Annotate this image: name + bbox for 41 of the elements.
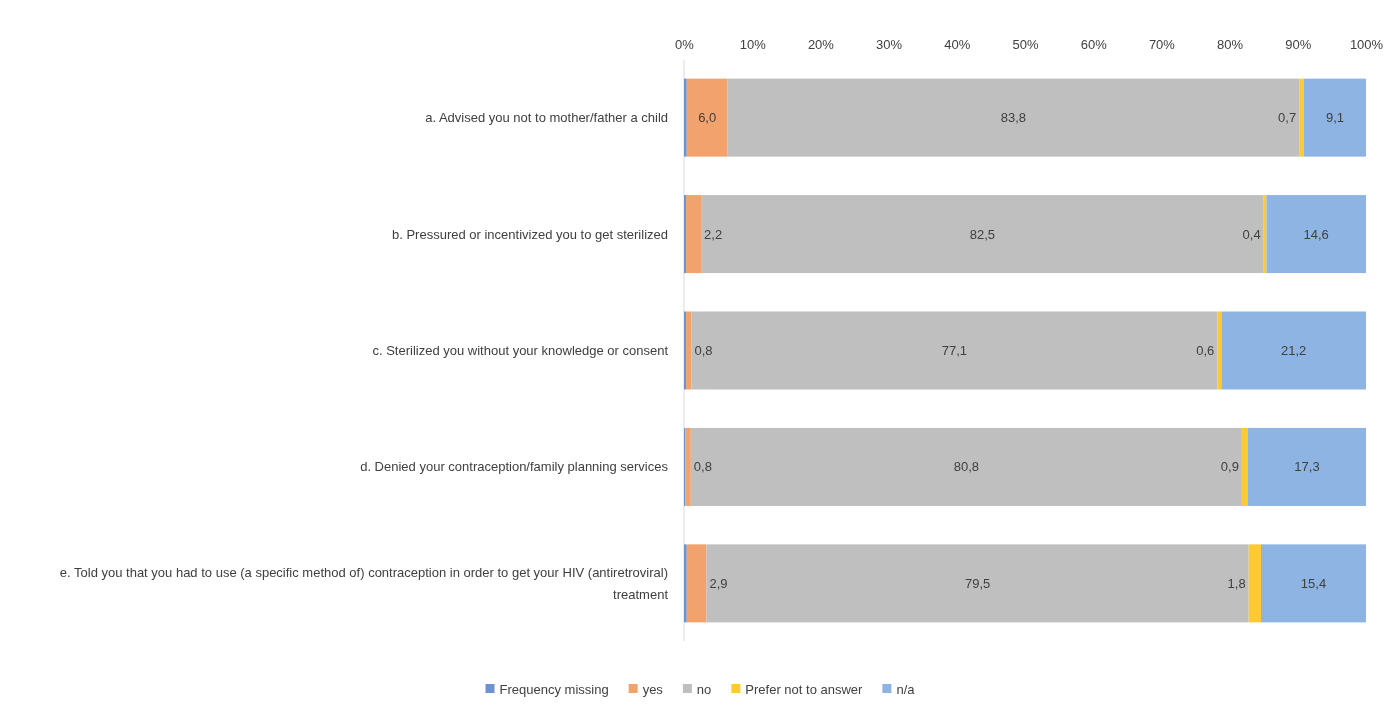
data-label: 17,3 [1294,459,1320,475]
legend-label: yes [642,681,664,697]
legend-label: Prefer not to answer [745,681,864,697]
data-label: 83,8 [1000,110,1027,126]
data-label: 0,6 [1196,343,1215,359]
data-label: 6,0 [698,110,717,126]
data-label: 2,2 [704,226,723,242]
data-label: 9,1 [1325,110,1345,126]
legend-label: n/a [896,681,916,697]
x-tick-label: 90% [1285,37,1312,52]
x-tick-label: 60% [1080,37,1108,52]
y-tick-label: d. Denied your contraception/family planning services [360,459,669,475]
data-label: 15,4 [1300,575,1327,591]
data-label: 80,8 [953,459,979,475]
data-label: 1,8 [1227,575,1246,591]
legend-label: Frequency missing [499,681,609,697]
data-label: 79,5 [964,575,991,591]
data-label: 0,8 [694,343,713,359]
x-tick-label: 40% [944,37,971,52]
x-tick-label: 100% [1349,37,1384,52]
legend-label: no [696,681,712,697]
x-tick-label: 80% [1217,37,1244,52]
data-label: 0,4 [1242,226,1261,242]
y-tick-label: c. Sterilized you without your knowledge or consent [372,343,669,359]
data-label: 77,1 [941,343,968,359]
data-label: 14,6 [1303,226,1329,242]
data-label: 0,7 [1278,110,1297,126]
x-tick-label: 30% [876,37,903,52]
y-tick-label: b. Pressured or incentivized you to get sterilized [391,226,668,242]
y-tick-label: a. Advised you not to mother/father a child [425,110,668,126]
x-tick-label: 0% [675,37,695,52]
data-label: 0,8 [693,459,712,475]
data-label: 2,9 [709,575,728,591]
x-tick-label: 10% [739,37,767,52]
data-label: 0,9 [1220,459,1239,475]
x-tick-label: 70% [1148,37,1176,52]
data-label: 82,5 [969,226,996,242]
data-label: 21,2 [1281,343,1307,359]
x-tick-label: 50% [1012,37,1039,52]
x-tick-label: 20% [807,37,835,52]
y-tick-label: e. Told you that you had to use (a specific method of) contraception in order to get your HIV (antiretroviral) treatment [59,564,669,602]
